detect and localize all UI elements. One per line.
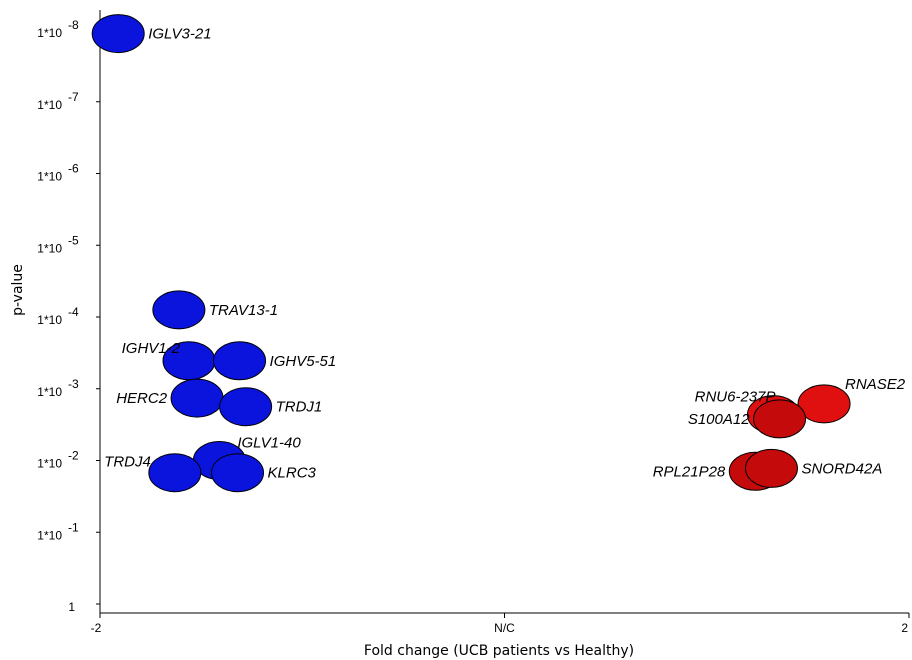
data-point (744, 448, 798, 488)
y-tick-label: 1*10 (37, 241, 62, 255)
point-label: RNASE2 (845, 376, 906, 393)
data-point (170, 378, 224, 418)
y-tick-label: 1*10 (37, 385, 62, 399)
y-ticks-group: 1 1*10 -1 1*10 -2 1*10 -3 1*10 -4 1*10 -5 1*10 -6 1*1… (37, 18, 100, 614)
y-tick-label: 1*10 (37, 98, 62, 112)
y-tick-exponent: -7 (68, 90, 79, 104)
point-label: SNORD42A (801, 460, 882, 477)
x-tick-label: 2 (901, 621, 908, 635)
data-point (91, 14, 145, 54)
y-tick-exponent: -8 (68, 18, 79, 32)
x-tick-label: -2 (91, 621, 102, 635)
y-tick-label: 1*10 (37, 170, 62, 184)
point-label: RPL21P28 (653, 463, 726, 480)
y-tick-exponent: -5 (68, 233, 79, 247)
point-label: TRDJ4 (104, 454, 151, 471)
point-label: IGHV5-51 (270, 353, 337, 370)
point-label: KLRC3 (268, 465, 317, 482)
y-tick-exponent: -2 (68, 449, 79, 463)
point-label: IGHV1-2 (122, 340, 181, 357)
y-tick-exponent: -4 (68, 305, 79, 319)
point-label: HERC2 (116, 390, 168, 407)
point-label: TRAV13-1 (209, 302, 278, 319)
data-point (211, 453, 265, 493)
point-label: S100A12 (688, 411, 750, 428)
y-tick-label: 1*10 (37, 26, 62, 40)
data-point (753, 399, 807, 439)
y-tick-exponent: -1 (68, 520, 79, 534)
data-point (213, 341, 267, 381)
x-axis-label: Fold change (UCB patients vs Healthy) (364, 643, 634, 659)
point-label: RNU6-237P (695, 389, 776, 406)
y-tick-label: 1*10 (37, 457, 62, 471)
point-label: IGLV1-40 (237, 435, 301, 452)
data-point (219, 387, 273, 427)
x-tick-label: N/C (494, 621, 515, 635)
y-tick-exponent: -3 (68, 377, 79, 391)
y-tick-label: 1 (68, 600, 75, 614)
points-group: IGLV3-21 TRAV13-1 IGHV1-2 IGHV5-51 HERC2 TRDJ… (91, 14, 906, 493)
y-tick-label: 1*10 (37, 528, 62, 542)
point-label: IGLV3-21 (148, 26, 211, 43)
data-point (148, 453, 202, 493)
x-ticks-group: -2 N/C 2 (91, 613, 910, 635)
y-tick-exponent: -6 (68, 162, 79, 176)
data-point (152, 290, 206, 330)
y-tick-label: 1*10 (37, 313, 62, 327)
data-point (797, 384, 851, 424)
y-axis-label: p-value (10, 264, 26, 316)
point-label: TRDJ1 (276, 399, 323, 416)
